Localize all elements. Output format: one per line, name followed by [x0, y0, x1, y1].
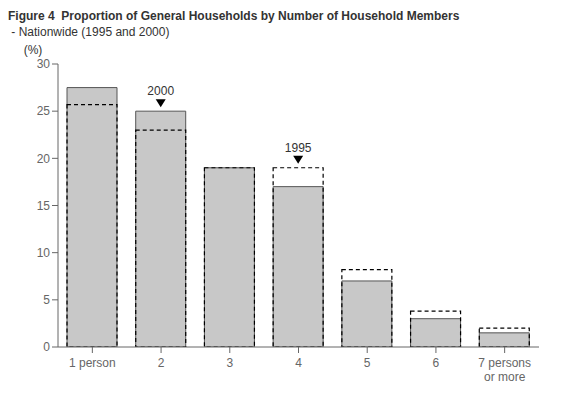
svg-text:(%): (%) — [24, 43, 43, 57]
svg-text:0: 0 — [43, 340, 50, 354]
svg-text:1995: 1995 — [285, 141, 312, 155]
svg-text:25: 25 — [37, 104, 51, 118]
svg-text:5: 5 — [43, 293, 50, 307]
svg-text:5: 5 — [364, 356, 371, 370]
svg-text:2: 2 — [158, 356, 165, 370]
svg-text:20: 20 — [37, 152, 51, 166]
svg-text:4: 4 — [295, 356, 302, 370]
html-text:- Nationwide (1995 and 2000): - Nationwide (1995 and 2000) — [8, 25, 170, 39]
svg-text:30: 30 — [37, 57, 51, 71]
html-text:Figure 4 Proportion of General: Figure 4 Proportion of General Household… — [8, 9, 460, 23]
svg-text:10: 10 — [37, 246, 51, 260]
svg-text:2000: 2000 — [147, 84, 174, 98]
svg-text:15: 15 — [37, 199, 51, 213]
svg-text:3: 3 — [226, 356, 233, 370]
svg-text:1 person: 1 person — [69, 356, 116, 370]
svg-text:6: 6 — [433, 356, 440, 370]
svg-text:7 personsor more: 7 personsor more — [478, 356, 531, 384]
